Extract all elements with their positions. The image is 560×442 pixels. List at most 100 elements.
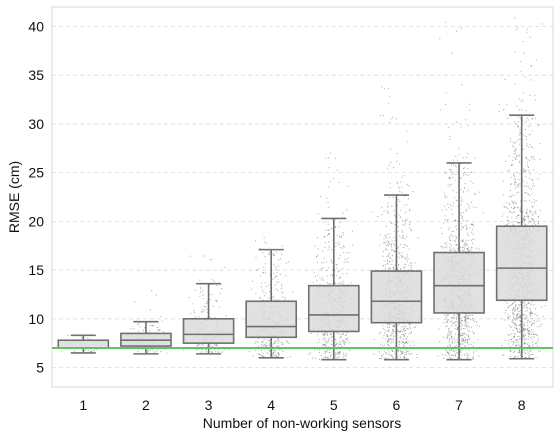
data-point <box>388 323 390 325</box>
data-point <box>519 323 522 325</box>
data-point <box>138 330 140 332</box>
data-point <box>401 352 403 354</box>
data-point <box>460 212 462 214</box>
data-point <box>523 341 525 343</box>
data-point <box>394 353 396 355</box>
data-point <box>268 253 270 255</box>
data-point <box>377 216 379 218</box>
data-point <box>401 186 403 188</box>
data-point <box>523 218 525 221</box>
data-point <box>330 343 333 346</box>
data-point <box>519 221 521 223</box>
data-point <box>216 285 218 287</box>
data-point <box>453 196 455 198</box>
data-point <box>399 216 401 218</box>
data-point <box>472 345 474 347</box>
data-point <box>455 317 457 319</box>
data-point <box>533 218 535 220</box>
data-point <box>449 178 451 180</box>
data-point <box>509 305 511 307</box>
data-point <box>527 349 529 351</box>
data-point <box>410 266 412 268</box>
data-point <box>264 344 266 346</box>
data-point <box>389 233 391 235</box>
data-point <box>413 326 415 328</box>
data-point <box>514 178 517 180</box>
data-point <box>532 333 535 336</box>
data-point <box>519 132 521 134</box>
data-point <box>515 149 517 151</box>
data-point <box>275 275 277 277</box>
data-point <box>403 330 405 332</box>
data-point <box>507 219 509 222</box>
data-point <box>331 273 333 275</box>
data-point <box>516 186 519 188</box>
data-point <box>529 313 531 315</box>
data-point <box>519 117 522 119</box>
data-point <box>465 243 467 245</box>
data-point <box>470 201 473 203</box>
data-point <box>466 248 468 250</box>
data-point <box>330 228 333 230</box>
x-tick-label: 5 <box>330 397 338 413</box>
data-point <box>211 346 214 348</box>
data-point <box>524 352 527 354</box>
data-point <box>341 333 343 335</box>
data-point <box>516 27 518 29</box>
data-point <box>471 242 474 244</box>
data-point <box>336 267 338 269</box>
data-point <box>401 326 403 328</box>
data-point <box>447 336 449 338</box>
data-point <box>535 223 537 226</box>
data-point <box>518 350 520 352</box>
data-point <box>512 344 514 346</box>
data-point <box>275 350 277 352</box>
data-point <box>398 349 400 351</box>
data-point <box>447 219 449 221</box>
data-point <box>466 243 468 245</box>
data-point <box>519 320 522 322</box>
data-point <box>529 210 531 212</box>
box-plot-3 <box>182 282 235 355</box>
data-point <box>451 213 453 216</box>
data-point <box>531 192 533 194</box>
data-point <box>454 345 456 348</box>
data-point <box>319 277 321 279</box>
data-point <box>449 243 451 245</box>
data-point <box>533 199 535 201</box>
data-point <box>327 356 329 358</box>
data-point <box>219 293 221 295</box>
data-point <box>392 338 394 340</box>
data-point <box>333 177 335 180</box>
data-point <box>458 148 460 150</box>
data-point <box>410 229 412 231</box>
data-point <box>471 229 474 231</box>
data-point <box>524 352 526 354</box>
data-point <box>525 328 527 330</box>
data-point <box>530 188 533 190</box>
data-point <box>508 340 510 342</box>
data-point <box>501 345 503 347</box>
data-point <box>205 349 207 351</box>
data-point <box>511 145 513 147</box>
data-point <box>406 260 408 262</box>
data-point <box>215 344 217 346</box>
data-point <box>505 310 507 312</box>
data-point <box>513 208 515 210</box>
data-point <box>531 317 533 320</box>
data-point <box>257 268 259 270</box>
data-point <box>532 322 534 324</box>
data-point <box>460 317 462 319</box>
data-point <box>388 340 390 342</box>
data-point <box>328 233 330 235</box>
data-point <box>405 329 407 332</box>
data-point <box>529 199 531 201</box>
data-point <box>531 217 533 220</box>
data-point <box>336 234 338 236</box>
data-point <box>455 321 457 323</box>
data-point <box>454 355 457 357</box>
data-point <box>455 333 457 335</box>
data-point <box>445 21 447 23</box>
data-point <box>512 203 515 205</box>
data-point <box>465 316 467 318</box>
